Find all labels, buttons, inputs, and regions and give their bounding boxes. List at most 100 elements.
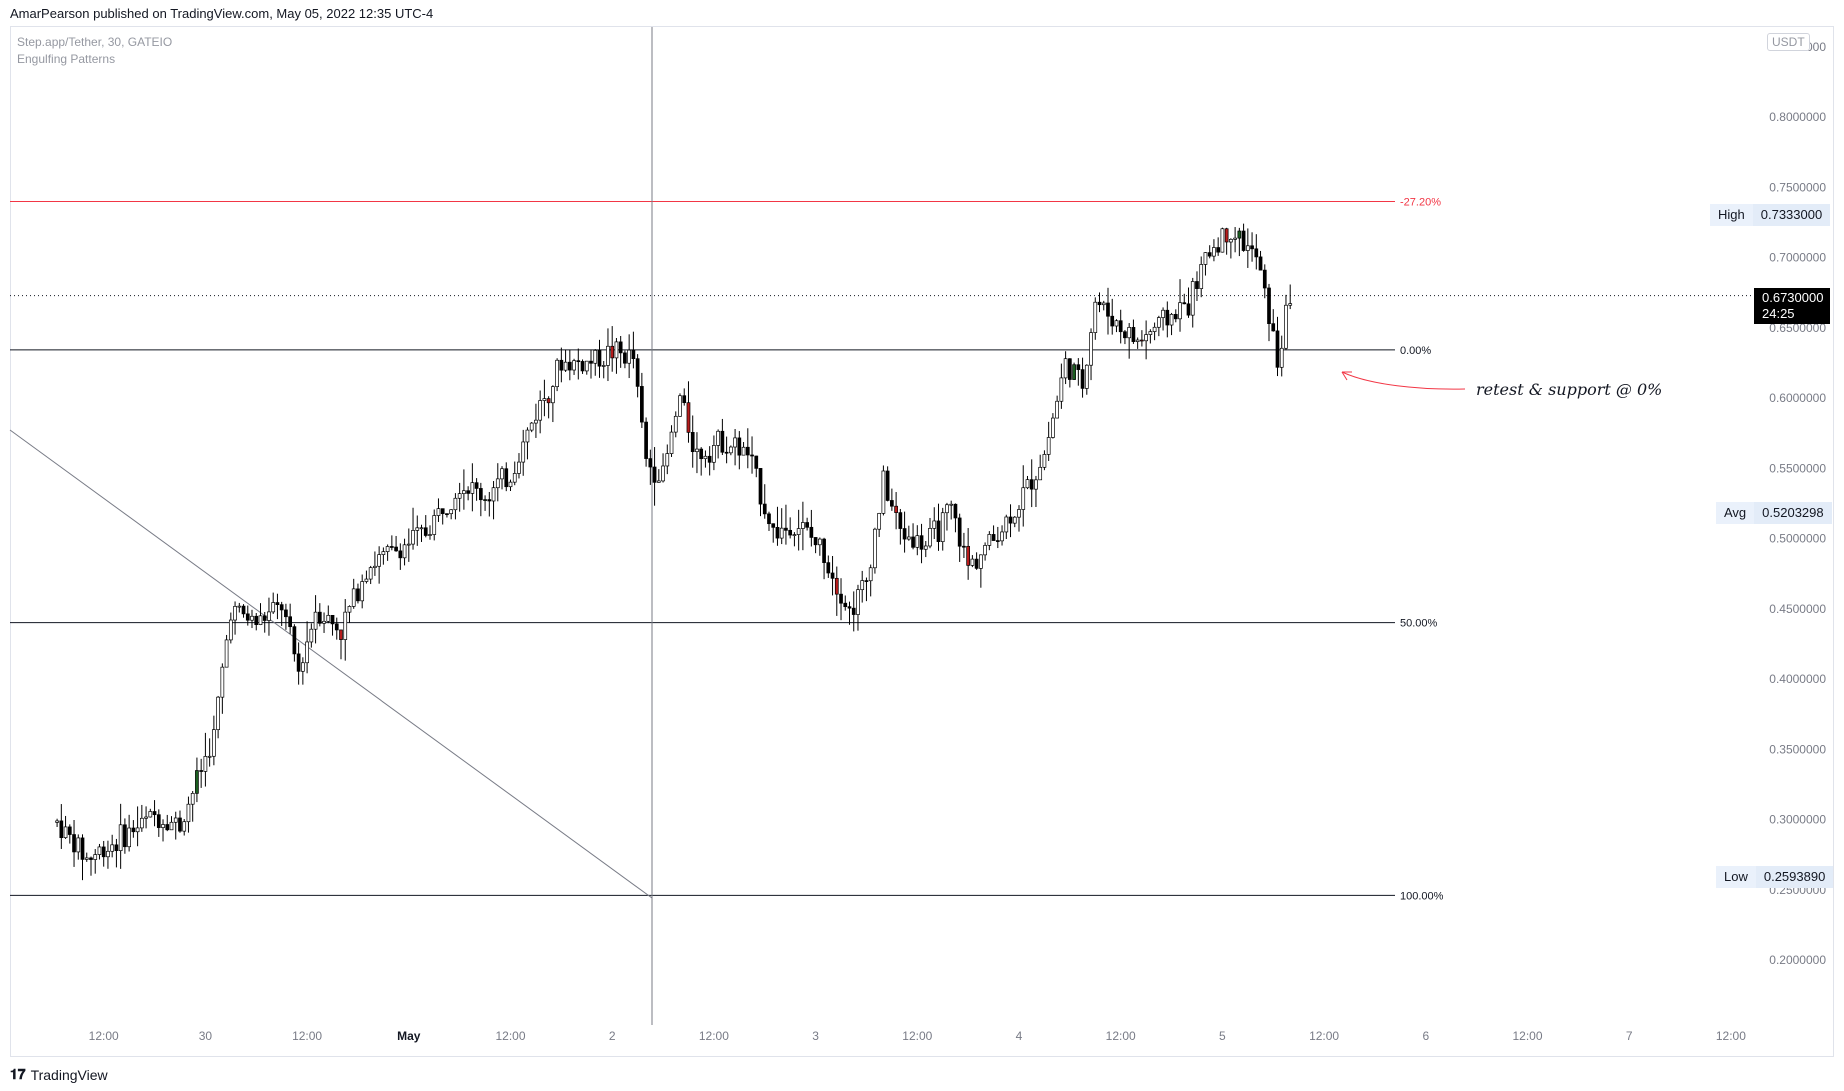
candle-body bbox=[440, 508, 445, 515]
candle-body bbox=[423, 527, 428, 536]
candle-body bbox=[326, 614, 331, 622]
candle-body bbox=[1025, 479, 1030, 489]
drawing-layer bbox=[9, 27, 1752, 1025]
candle-body bbox=[665, 453, 670, 467]
candle-body bbox=[1029, 479, 1034, 490]
candle-body bbox=[839, 593, 843, 604]
candle-body bbox=[517, 461, 521, 474]
candle-body bbox=[512, 473, 517, 483]
candle-body bbox=[860, 580, 865, 591]
candle-body bbox=[241, 605, 246, 615]
candle-body bbox=[1051, 417, 1055, 438]
candle-body bbox=[864, 580, 869, 582]
candle-body bbox=[500, 468, 504, 480]
candle-body bbox=[593, 350, 598, 364]
candle-body bbox=[923, 545, 928, 550]
candle-body bbox=[305, 641, 309, 664]
publish-line: AmarPearson published on TradingView.com… bbox=[10, 6, 434, 21]
candle-body bbox=[817, 538, 822, 546]
candle-body bbox=[673, 415, 678, 433]
axis-layer: 0.20000000.25000000.30000000.35000000.40… bbox=[89, 40, 1827, 1043]
legend-symbol[interactable]: Step.app/Tether, 30, GATEIO bbox=[17, 35, 173, 49]
avg-pill: Avg 0.5203298 bbox=[1716, 502, 1832, 524]
candle-body bbox=[237, 605, 242, 608]
candle-body bbox=[784, 527, 788, 531]
candle-body bbox=[250, 615, 254, 621]
candle-body bbox=[890, 500, 894, 507]
candle-body bbox=[1127, 327, 1132, 339]
candle-body bbox=[1229, 239, 1233, 243]
chart-frame bbox=[10, 26, 1834, 1057]
candle-body bbox=[856, 589, 860, 615]
candle-body bbox=[1059, 377, 1064, 402]
y-tick-label: 0.3000000 bbox=[1769, 813, 1826, 827]
candle-body bbox=[1288, 303, 1293, 306]
candle-body bbox=[1220, 228, 1225, 253]
candle-body bbox=[390, 546, 394, 548]
candle-body bbox=[640, 386, 644, 423]
candle-body bbox=[411, 530, 415, 545]
candle-body bbox=[822, 538, 826, 563]
candle-body bbox=[987, 534, 992, 546]
candle-body bbox=[762, 503, 767, 515]
candle-body bbox=[394, 546, 398, 552]
candle-body bbox=[156, 814, 161, 828]
candle-body bbox=[1245, 245, 1250, 251]
candle-body bbox=[1178, 302, 1182, 320]
tradingview-brand[interactable]: 𝟏𝟕 TradingView bbox=[10, 1066, 108, 1083]
legend-indicator[interactable]: Engulfing Patterns bbox=[17, 52, 116, 66]
x-tick-label: 4 bbox=[1016, 1029, 1023, 1043]
candle-body bbox=[322, 620, 326, 624]
x-tick-label: 12:00 bbox=[699, 1029, 729, 1043]
candle-body bbox=[902, 528, 907, 540]
low-pill: Low 0.2593890 bbox=[1716, 866, 1834, 888]
candle-body bbox=[1084, 364, 1089, 389]
candle-body bbox=[347, 606, 352, 613]
candle-body bbox=[661, 465, 665, 482]
candle-body bbox=[678, 395, 682, 417]
candle-body bbox=[398, 550, 403, 559]
annotation-text[interactable]: retest & support @ 0% bbox=[1476, 380, 1663, 399]
candle-body bbox=[1055, 400, 1059, 419]
candle-body bbox=[233, 606, 237, 621]
candle-body bbox=[873, 528, 877, 569]
candle-body bbox=[139, 817, 144, 829]
candle-body bbox=[483, 499, 487, 501]
unit-badge[interactable]: USDT bbox=[1767, 33, 1810, 51]
candle-body bbox=[805, 522, 809, 528]
candle-body bbox=[1123, 331, 1127, 339]
annotation-arrowhead bbox=[1341, 371, 1352, 381]
candle-body bbox=[589, 360, 593, 364]
candle-body bbox=[1038, 466, 1043, 481]
candle-body bbox=[356, 588, 360, 602]
high-value: 0.7333000 bbox=[1752, 204, 1831, 226]
candle-body bbox=[80, 837, 85, 860]
candle-body bbox=[703, 455, 708, 460]
candle-body bbox=[313, 611, 318, 630]
candle-body bbox=[360, 581, 365, 602]
candle-body bbox=[343, 611, 348, 640]
candle-body bbox=[563, 361, 568, 371]
x-tick-label: 12:00 bbox=[89, 1029, 119, 1043]
candle-body bbox=[1199, 264, 1204, 289]
candle-body bbox=[1076, 364, 1081, 370]
candle-body bbox=[834, 577, 839, 595]
candle-body bbox=[559, 359, 564, 371]
candle-body bbox=[1080, 369, 1085, 389]
candle-body bbox=[957, 517, 962, 547]
candle-body bbox=[97, 846, 102, 855]
candle-body bbox=[656, 480, 661, 483]
candle-body bbox=[894, 505, 898, 513]
high-label: High bbox=[1710, 204, 1753, 226]
candle-body bbox=[495, 478, 500, 489]
fib-level-label: -27.20% bbox=[1400, 197, 1441, 209]
candle-body bbox=[84, 857, 89, 860]
candle-body bbox=[979, 554, 983, 569]
candle-body bbox=[584, 360, 589, 372]
candle-body bbox=[228, 619, 233, 641]
candle-body bbox=[991, 534, 996, 541]
candle-body bbox=[173, 817, 178, 823]
candle-body bbox=[186, 803, 191, 823]
fib-level-label: 50.00% bbox=[1400, 618, 1438, 630]
